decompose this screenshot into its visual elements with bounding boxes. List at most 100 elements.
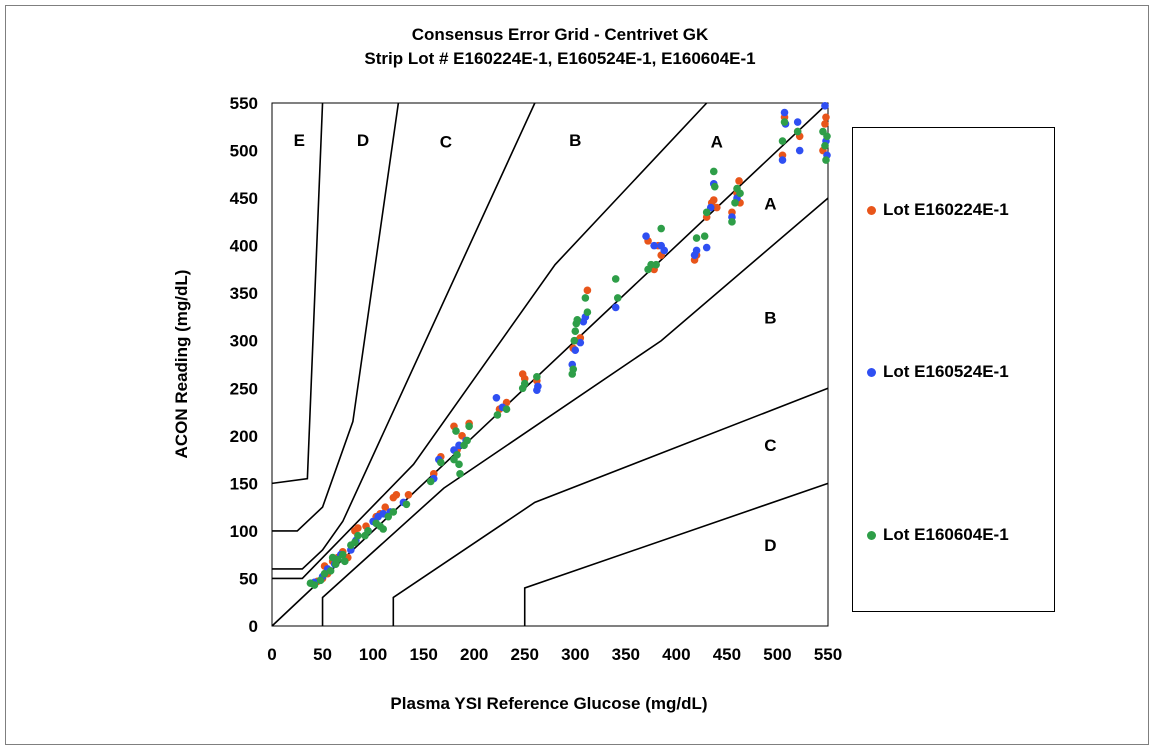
data-point bbox=[660, 247, 668, 255]
data-point bbox=[701, 232, 709, 240]
data-point bbox=[364, 527, 372, 535]
x-tick-label: 150 bbox=[409, 645, 437, 664]
data-point bbox=[779, 137, 787, 145]
data-point bbox=[822, 156, 830, 164]
zone-label: B bbox=[569, 131, 581, 150]
zone-boundary-line bbox=[272, 103, 398, 531]
data-point bbox=[455, 461, 463, 469]
data-point bbox=[735, 177, 743, 185]
y-tick-label: 350 bbox=[230, 284, 258, 303]
data-point bbox=[354, 532, 362, 540]
legend-marker bbox=[867, 531, 876, 540]
x-tick-label: 300 bbox=[561, 645, 589, 664]
data-point bbox=[650, 242, 658, 250]
zone-label: C bbox=[764, 436, 776, 455]
x-tick-label: 50 bbox=[313, 645, 332, 664]
data-point bbox=[533, 373, 541, 381]
y-tick-label: 200 bbox=[230, 427, 258, 446]
data-point bbox=[703, 244, 711, 252]
x-tick-label: 200 bbox=[460, 645, 488, 664]
zone-labels: E D C B A A B C D bbox=[294, 131, 777, 555]
data-point bbox=[573, 316, 581, 324]
y-tick-label: 450 bbox=[230, 189, 258, 208]
legend-marker bbox=[867, 206, 876, 215]
data-point bbox=[821, 120, 829, 128]
data-point bbox=[405, 491, 413, 499]
x-axis-label: Plasma YSI Reference Glucose (mg/dL) bbox=[390, 694, 707, 713]
data-point bbox=[463, 437, 471, 445]
data-point bbox=[693, 247, 701, 255]
data-point bbox=[710, 168, 718, 176]
x-tick-label: 500 bbox=[763, 645, 791, 664]
data-point bbox=[437, 459, 445, 467]
legend-label: Lot E160604E-1 bbox=[883, 525, 1009, 545]
x-tick-label: 100 bbox=[359, 645, 387, 664]
data-point bbox=[390, 508, 398, 516]
data-point bbox=[823, 132, 831, 140]
data-point bbox=[339, 551, 347, 559]
legend-label: Lot E160524E-1 bbox=[883, 362, 1009, 382]
y-tick-label: 550 bbox=[230, 94, 258, 113]
zone-label: B bbox=[764, 309, 776, 328]
zone-boundary-line bbox=[323, 198, 828, 626]
y-axis-label: ACON Reading (mg/dL) bbox=[172, 270, 191, 459]
zone-boundaries bbox=[272, 103, 828, 626]
y-tick-label: 300 bbox=[230, 332, 258, 351]
zone-boundary-line bbox=[272, 103, 707, 578]
legend-item: Lot E160224E-1 bbox=[867, 200, 1009, 220]
data-point bbox=[503, 405, 511, 413]
data-point bbox=[465, 423, 473, 431]
data-point bbox=[569, 365, 577, 373]
data-point bbox=[341, 558, 349, 566]
data-point bbox=[494, 411, 502, 419]
data-point bbox=[703, 209, 711, 217]
x-tick-label: 250 bbox=[511, 645, 539, 664]
chart-subtitle: Strip Lot # E160224E-1, E160524E-1, E160… bbox=[364, 49, 755, 68]
data-point bbox=[796, 147, 804, 155]
zone-label: A bbox=[711, 133, 723, 152]
data-point bbox=[582, 294, 590, 302]
y-axis-ticks: 050100150200250300350400450500550 bbox=[230, 94, 258, 636]
legend-item: Lot E160524E-1 bbox=[867, 362, 1009, 382]
data-point bbox=[521, 380, 529, 388]
data-point bbox=[453, 451, 461, 459]
y-tick-label: 150 bbox=[230, 474, 258, 493]
data-point bbox=[821, 102, 829, 110]
x-tick-label: 0 bbox=[267, 645, 276, 664]
zone-label: A bbox=[764, 195, 776, 214]
data-point bbox=[779, 156, 787, 164]
y-tick-label: 500 bbox=[230, 142, 258, 161]
data-point bbox=[534, 383, 542, 391]
data-point bbox=[822, 113, 830, 121]
data-point bbox=[571, 327, 579, 335]
data-point bbox=[794, 128, 802, 136]
data-point bbox=[311, 581, 319, 589]
zone-label: D bbox=[357, 131, 369, 150]
data-point bbox=[493, 394, 501, 402]
data-point bbox=[427, 478, 435, 486]
data-point bbox=[821, 142, 829, 150]
x-tick-label: 550 bbox=[814, 645, 842, 664]
data-point bbox=[710, 196, 718, 204]
y-tick-label: 0 bbox=[249, 617, 258, 636]
data-point bbox=[711, 183, 719, 191]
x-tick-label: 350 bbox=[612, 645, 640, 664]
data-point bbox=[642, 232, 650, 240]
zone-label: E bbox=[294, 131, 305, 150]
data-point bbox=[456, 470, 464, 478]
data-point bbox=[393, 491, 401, 499]
chart-frame: Consensus Error Grid - Centrivet GK Stri… bbox=[5, 5, 1149, 745]
data-point bbox=[657, 225, 665, 233]
zone-boundary-line bbox=[525, 483, 828, 626]
y-tick-label: 250 bbox=[230, 379, 258, 398]
data-point bbox=[728, 218, 736, 226]
data-point bbox=[736, 190, 744, 198]
x-tick-label: 450 bbox=[713, 645, 741, 664]
data-point bbox=[327, 567, 335, 575]
x-tick-label: 400 bbox=[662, 645, 690, 664]
data-point bbox=[584, 287, 592, 295]
identity-line bbox=[272, 103, 828, 626]
legend-label: Lot E160224E-1 bbox=[883, 200, 1009, 220]
data-point bbox=[612, 275, 620, 283]
